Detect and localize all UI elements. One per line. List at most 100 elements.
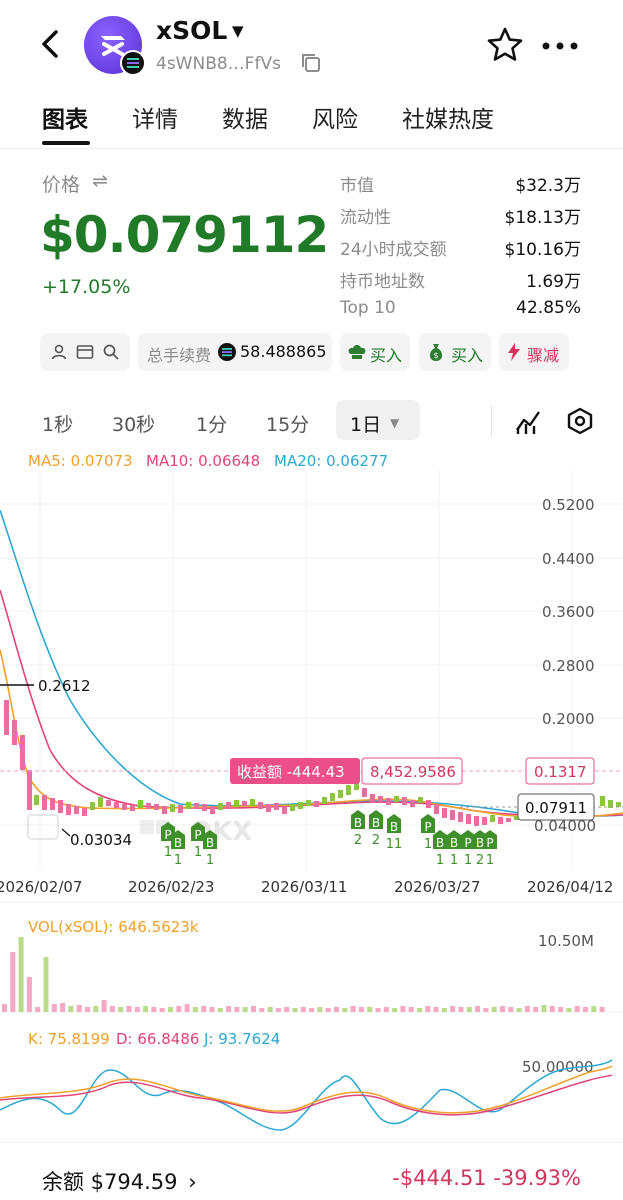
tab-details[interactable]: 详情 bbox=[132, 107, 178, 133]
volume-bar bbox=[375, 1008, 381, 1012]
volume-bar bbox=[126, 1006, 132, 1012]
total-fee-chip[interactable]: 总手续费 58.488865 bbox=[138, 333, 332, 371]
volume-bar bbox=[583, 1007, 588, 1012]
header: xSOL ▼ 4sWNB8…FfVs bbox=[0, 0, 623, 92]
trade-marker[interactable]: P1 bbox=[191, 822, 205, 860]
interval-active-bg bbox=[336, 400, 420, 440]
user-icon bbox=[51, 344, 67, 360]
candle bbox=[27, 770, 32, 810]
pnl-amount-label: 收益额 -444.43 bbox=[237, 763, 345, 781]
volume-bar bbox=[134, 1007, 140, 1012]
tab-social[interactable]: 社媒热度 bbox=[402, 107, 494, 133]
volume-bar bbox=[591, 1006, 597, 1012]
candle bbox=[608, 800, 613, 808]
svg-text:1: 1 bbox=[206, 853, 214, 868]
trade-marker[interactable]: B2 bbox=[369, 810, 383, 848]
volume-bar bbox=[93, 1006, 99, 1012]
swap-icon[interactable]: ⇌ bbox=[92, 170, 108, 192]
volume-bar bbox=[168, 1007, 173, 1012]
volume-bar bbox=[524, 1006, 530, 1012]
favorite-star-icon[interactable] bbox=[486, 26, 524, 64]
volume-bar bbox=[10, 952, 16, 1012]
tab-risk[interactable]: 风险 bbox=[312, 107, 358, 133]
svg-text:P: P bbox=[194, 828, 201, 842]
volume-bar bbox=[516, 1008, 522, 1012]
token-dropdown-icon[interactable]: ▼ bbox=[232, 22, 244, 40]
svg-text:B: B bbox=[174, 836, 182, 850]
interval-30s[interactable]: 30秒 bbox=[112, 414, 156, 436]
trade-marker[interactable]: P1 bbox=[483, 830, 497, 868]
svg-text:1: 1 bbox=[464, 853, 472, 868]
settings-hexagon-icon[interactable] bbox=[565, 406, 595, 436]
interval-1m[interactable]: 1分 bbox=[196, 414, 228, 436]
money-bag-icon: $ bbox=[429, 344, 443, 361]
back-arrow-icon[interactable] bbox=[32, 22, 68, 66]
pnl-line[interactable]: 收益额 -444.43 8,452.9586 0.1317 bbox=[0, 757, 623, 785]
candle bbox=[20, 735, 25, 770]
stat-label-top10: Top 10 bbox=[340, 298, 396, 318]
interval-15m[interactable]: 15分 bbox=[266, 414, 310, 436]
svg-text:P: P bbox=[464, 836, 471, 850]
whale-buy-chip[interactable]: $ 买入 bbox=[419, 333, 491, 371]
volume-bar bbox=[441, 1008, 447, 1012]
trade-marker[interactable]: P1 bbox=[421, 814, 435, 852]
tab-data[interactable]: 数据 bbox=[222, 107, 268, 133]
volume-bar bbox=[309, 1008, 315, 1012]
tab-chart[interactable]: 图表 bbox=[42, 107, 88, 133]
balance-link[interactable]: 余额 $794.59 › bbox=[42, 1166, 197, 1196]
kdj-j-line bbox=[0, 1059, 613, 1131]
candle bbox=[354, 782, 359, 790]
candle bbox=[290, 804, 295, 811]
trade-marker[interactable]: B2 bbox=[351, 810, 365, 848]
candle bbox=[170, 804, 175, 812]
candle bbox=[4, 700, 9, 735]
smart-money-buy-chip[interactable]: 买入 bbox=[340, 333, 410, 371]
chef-hat-icon bbox=[348, 345, 366, 359]
price-chart[interactable]: 0.5200 0.4400 0.3600 0.2800 0.2000 0.040… bbox=[0, 470, 623, 1142]
candle bbox=[146, 803, 151, 809]
volume-bar bbox=[159, 1008, 165, 1012]
trade-marker[interactable]: B1 bbox=[433, 830, 447, 868]
token-name[interactable]: xSOL bbox=[156, 16, 228, 45]
volume-bar bbox=[425, 1006, 431, 1012]
kdj-d-line bbox=[0, 1074, 613, 1116]
trade-marker[interactable]: B 11 bbox=[386, 814, 403, 852]
candle bbox=[226, 802, 231, 808]
candle bbox=[338, 790, 343, 798]
volume-bar bbox=[234, 1007, 240, 1012]
volume-bars bbox=[2, 937, 605, 1012]
trade-marker[interactable]: B1 bbox=[447, 830, 461, 868]
volume-bar bbox=[566, 1008, 572, 1012]
price-change: +17.05% bbox=[42, 276, 131, 298]
svg-text:P: P bbox=[486, 836, 493, 850]
volume-bar bbox=[217, 1008, 223, 1012]
indicator-icon[interactable] bbox=[514, 406, 544, 436]
candle bbox=[514, 816, 519, 820]
trade-marker[interactable]: B1 bbox=[203, 830, 217, 868]
copy-icon[interactable] bbox=[300, 52, 322, 74]
interval-1s[interactable]: 1秒 bbox=[42, 414, 74, 436]
volume-bar bbox=[433, 1007, 439, 1012]
interval-dropdown-icon[interactable]: ▼ bbox=[390, 416, 400, 430]
tools-chip[interactable] bbox=[40, 333, 130, 371]
interval-1d[interactable]: 1日 bbox=[350, 414, 382, 436]
volume-bar bbox=[491, 1007, 497, 1012]
candle bbox=[114, 802, 119, 808]
kdj-d-label: D: 66.8486 bbox=[116, 1030, 200, 1048]
pnl-value-label: 8,452.9586 bbox=[370, 763, 456, 781]
stat-label-volume: 24小时成交额 bbox=[340, 240, 447, 260]
stat-label-mcap: 市值 bbox=[340, 176, 374, 196]
trade-marker[interactable]: P1 bbox=[461, 830, 475, 868]
volume-bar bbox=[192, 1007, 198, 1012]
candle bbox=[242, 801, 247, 806]
token-address: 4sWNB8…FfVs bbox=[156, 54, 281, 74]
candle bbox=[370, 794, 375, 803]
svg-text:$: $ bbox=[433, 351, 438, 360]
candle bbox=[616, 802, 621, 807]
more-options-icon[interactable] bbox=[540, 40, 580, 52]
candle bbox=[90, 802, 95, 810]
sharp-drop-chip[interactable]: 骤减 bbox=[499, 333, 569, 371]
trade-marker[interactable]: B1 bbox=[171, 830, 185, 868]
candle bbox=[506, 818, 511, 822]
